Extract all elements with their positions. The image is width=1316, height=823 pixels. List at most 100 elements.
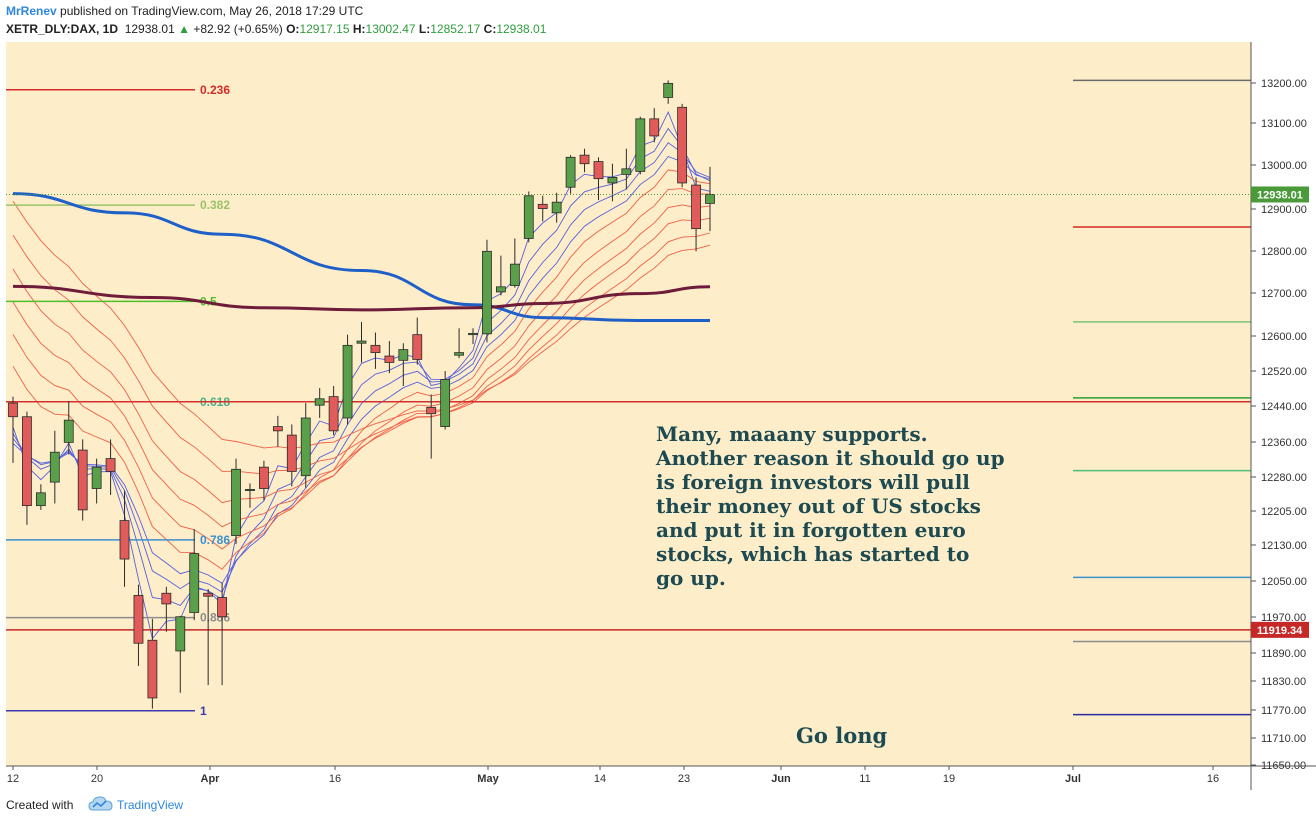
ribbon-red-line [12,217,711,504]
fib-level-label: 0.236 [200,83,230,97]
bull-candle [440,370,451,430]
tradingview-cloud-icon[interactable] [88,795,114,813]
plot-area[interactable] [6,42,1251,766]
bear-candle [286,424,297,487]
candle-body [231,468,241,536]
ribbon-blue-line [12,142,711,593]
candle-body [272,426,283,432]
candle-body [161,592,172,605]
bull-candle [663,80,674,104]
candle-body [63,419,74,443]
candle-body [468,332,478,336]
bull-candle [468,328,478,345]
candle-body [189,553,200,613]
bull-candle [635,116,646,175]
bull-candle [482,239,492,343]
bull-candle [454,328,464,359]
time-tick-label: 23 [678,773,690,785]
time-axis[interactable]: 12 20 Apr 16 May 14 23 Jun 11 19 Jul 16 [6,765,1316,785]
bull-candle [314,388,325,419]
price-tick-label: 12205.00 [1261,506,1307,518]
bear-candle [203,588,214,686]
candle-body [49,451,60,483]
bull-candle [495,255,506,296]
ribbon-red-line [12,200,711,449]
horizontal-lines [6,401,1251,631]
candle-body [356,340,367,344]
bull-candle [63,400,74,455]
price-tick-label: 12520.00 [1261,366,1307,378]
bull-candle [49,430,60,504]
candle-body [440,379,451,427]
time-tick-label: 16 [1207,773,1219,785]
symbol-label[interactable]: XETR_DLY:DAX, 1D [6,22,119,36]
candle-body [537,203,548,209]
candle-body [8,402,18,418]
candle-body [691,184,701,230]
bear-candle [22,411,32,525]
support-note-line-6: stocks, which has started to [656,542,969,566]
open-label: O: [286,22,300,36]
candle-body [147,639,158,699]
candle-body [203,592,214,597]
bull-candle [175,615,186,693]
candle-body [426,406,437,415]
bull-candle [231,458,241,545]
support-note-line-3: is foreign investors will pull [656,470,970,494]
moving-average-ribbon [12,110,711,640]
low-label: L: [418,22,431,36]
bear-candle [370,332,381,369]
bear-candle [272,415,283,447]
bull-candle [509,238,520,288]
line-price-tag: 11919.34 [1251,621,1309,638]
ribbon-red-line [12,204,711,528]
time-tick-label: May [477,773,499,785]
candle-body [705,194,715,204]
candle-body [133,594,144,644]
bull-candle [607,163,618,202]
bear-candle [649,108,660,143]
bull-candle [398,343,409,386]
bear-candle [537,195,548,222]
price-tick-label: 11890.00 [1261,648,1306,660]
bear-candle [328,385,339,436]
annotations: Many, maaany supports. Another reason it… [655,422,1005,748]
bull-candle [356,321,367,363]
candle-body [119,520,130,560]
time-tick-label: 19 [943,773,955,785]
bear-candle [105,439,116,495]
bear-candle [412,317,423,365]
ma-200-blue-line [12,192,710,323]
price-tick-label: 12900.00 [1261,204,1307,216]
author-link[interactable]: MrRenev [6,4,57,18]
support-note-line-1: Many, maaany supports. [656,422,928,446]
candle-body [677,106,688,184]
high-label: H: [352,22,366,36]
candle-body [523,195,534,239]
bull-candle [565,155,576,194]
candle-body [91,466,102,489]
candle-body [175,616,186,652]
price-tick-label: 12280.00 [1261,472,1307,484]
last-price: 12938.01 [124,22,175,36]
bull-candle [91,458,102,504]
price-tick-label: 12800.00 [1261,246,1307,258]
time-tick-label: 14 [594,773,606,785]
bear-candle [8,396,18,463]
bull-candle [342,334,353,425]
price-axis[interactable]: 13200.00 13100.00 13000.00 12900.00 12800.00… [1250,42,1307,790]
high-value: 13002.47 [365,22,416,36]
ribbon-blue-line [12,127,711,606]
publish-info: MrRenev published on TradingView.com, Ma… [6,4,363,18]
candle-body [621,168,632,175]
ribbon-red-line [12,232,711,475]
close-label: C: [483,22,497,36]
price-tick-label: 13100.00 [1261,118,1307,130]
support-note-line-2: Another reason it should go up [655,446,1005,470]
ma-maroon-line [12,284,711,312]
open-value: 12917.15 [299,22,350,36]
created-with-text: Created with [6,798,74,812]
price-tag-background [1251,186,1309,203]
tradingview-brand[interactable]: TradingView [117,798,184,812]
